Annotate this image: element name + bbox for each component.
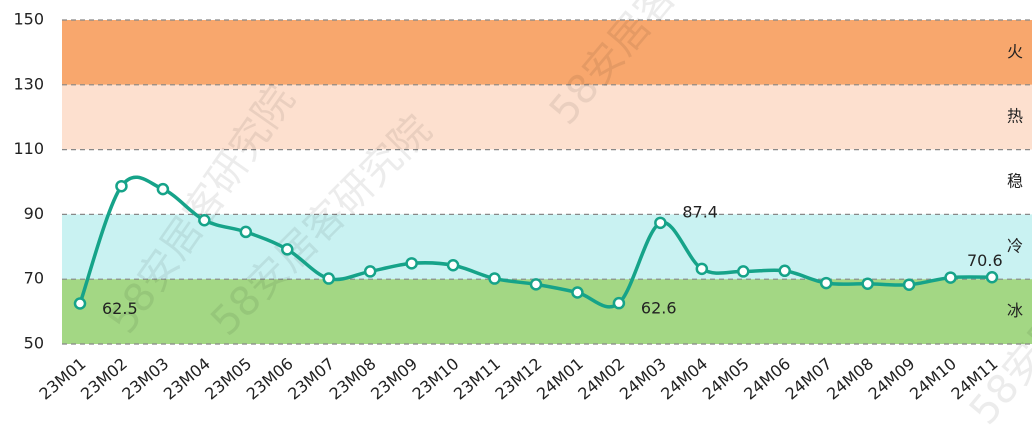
x-tick-label: 23M03: [118, 354, 172, 404]
data-label: 62.6: [641, 299, 677, 318]
point: [281, 243, 294, 256]
point: [654, 216, 667, 230]
point: [571, 286, 584, 299]
x-tick-label: 24M04: [657, 354, 711, 404]
point: [985, 271, 999, 284]
band-label: 热: [1007, 107, 1023, 126]
point: [488, 272, 501, 285]
x-tick-label: 23M11: [450, 354, 504, 404]
band-label: 冰: [1007, 301, 1023, 320]
x-tick-label: 24M07: [782, 354, 836, 404]
point: [156, 182, 170, 196]
band-label: 稳: [1007, 172, 1023, 191]
x-tick-label: 23M02: [77, 354, 131, 404]
data-label: 70.6: [967, 251, 1003, 270]
band: [62, 20, 1032, 85]
x-tick-label: 23M12: [491, 354, 545, 404]
point: [819, 276, 833, 290]
band-label: 冷: [1007, 236, 1023, 255]
point: [861, 277, 874, 290]
x-tick-label: 24M06: [740, 354, 794, 404]
x-tick-label: 24M01: [533, 354, 587, 404]
x-tick-label: 24M10: [906, 354, 960, 404]
point: [737, 265, 750, 278]
point: [778, 264, 791, 278]
y-tick-label: 50: [24, 334, 44, 353]
point: [363, 265, 377, 278]
point: [405, 257, 418, 270]
point: [73, 297, 87, 310]
x-tick-label: 23M04: [160, 354, 214, 404]
data-label: 87.4: [682, 202, 718, 221]
point: [944, 271, 957, 284]
x-tick-label: 23M06: [243, 354, 297, 404]
x-tick-label: 23M05: [201, 354, 255, 404]
band: [62, 279, 1032, 344]
y-tick-label: 70: [24, 269, 44, 288]
y-tick-label: 130: [13, 74, 44, 93]
x-tick-label: 24M02: [574, 354, 628, 404]
point: [695, 262, 709, 276]
point: [198, 213, 211, 227]
y-tick-label: 90: [24, 204, 44, 223]
x-tick-label: 23M01: [35, 354, 89, 404]
point: [529, 278, 543, 291]
data-label: 62.5: [102, 299, 138, 318]
point: [115, 179, 128, 193]
point: [902, 278, 916, 291]
x-tick-label: 23M07: [284, 354, 338, 404]
x-tick-label: 24M03: [616, 354, 670, 404]
band-label: 火: [1007, 42, 1023, 61]
band: [62, 149, 1032, 215]
point: [446, 259, 460, 272]
x-tick-label: 23M09: [367, 354, 421, 404]
x-tick-label: 24M08: [823, 354, 877, 404]
y-tick-label: 150: [13, 10, 44, 29]
x-tick-label: 23M08: [326, 354, 380, 404]
y-tick-label: 110: [13, 139, 44, 158]
x-tick-label: 24M09: [865, 354, 919, 404]
x-tick-label: 23M10: [409, 354, 463, 404]
band: [62, 84, 1032, 150]
point: [239, 225, 253, 239]
x-tick-label: 24M05: [699, 354, 753, 404]
point: [322, 272, 335, 285]
point: [612, 296, 626, 310]
